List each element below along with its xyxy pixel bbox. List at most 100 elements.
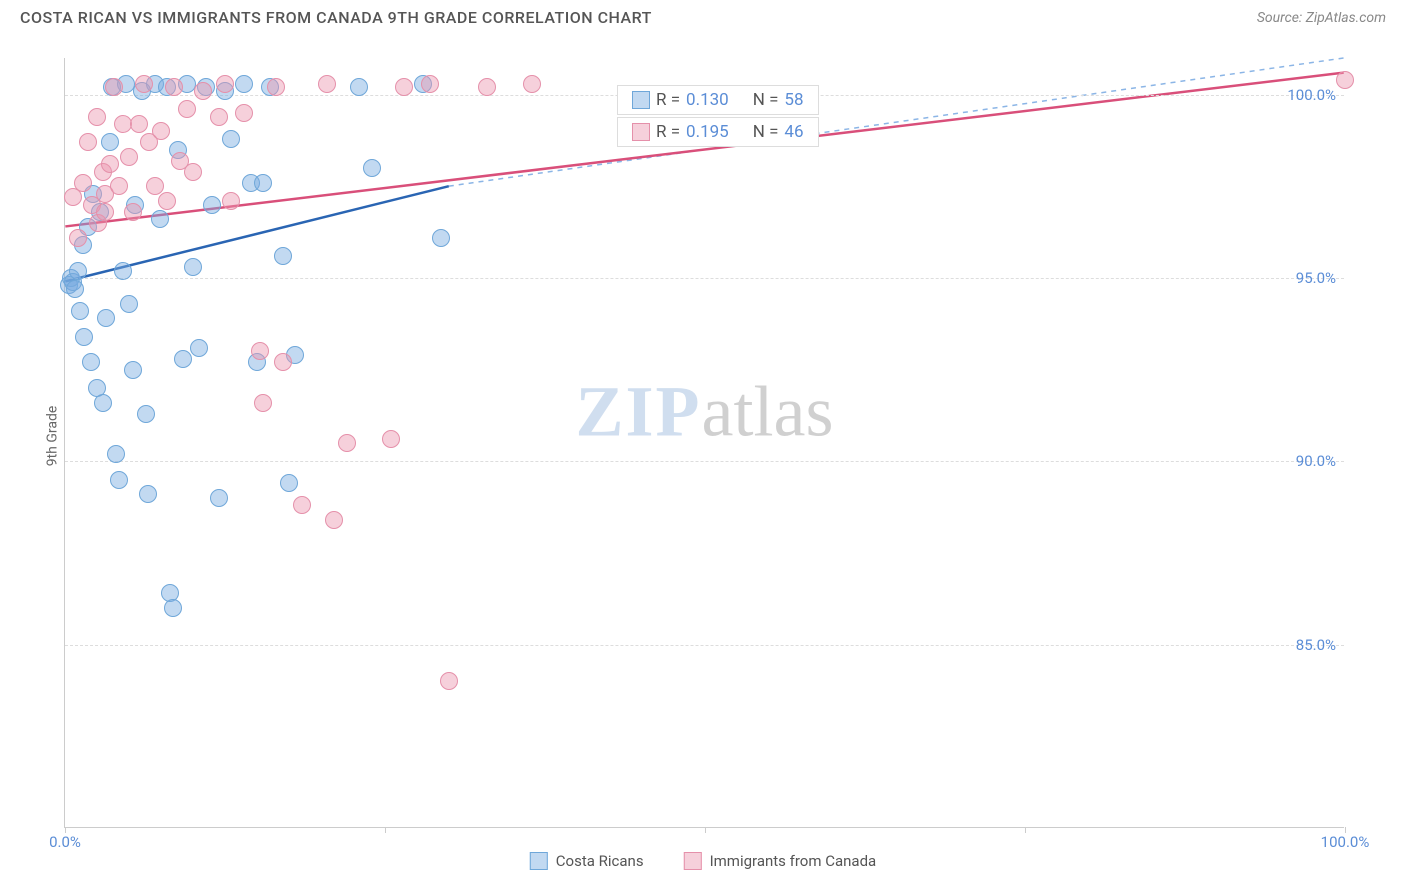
scatter-point <box>382 430 400 448</box>
y-tick-label: 100.0% <box>1287 86 1336 104</box>
legend-swatch-blue <box>530 852 548 870</box>
chart-title: COSTA RICAN VS IMMIGRANTS FROM CANADA 9T… <box>20 8 652 27</box>
legend-label: Costa Ricans <box>556 852 644 870</box>
bottom-legend: Costa Ricans Immigrants from Canada <box>530 852 876 870</box>
scatter-point <box>235 104 253 122</box>
y-axis-title: 9th Grade <box>44 406 60 467</box>
scatter-point <box>178 100 196 118</box>
scatter-point <box>194 82 212 100</box>
stat-r-label: R = <box>656 90 680 110</box>
scatter-point <box>79 133 97 151</box>
legend-label: Immigrants from Canada <box>710 852 877 870</box>
scatter-point <box>1336 71 1354 89</box>
gridline <box>65 278 1344 279</box>
x-tick-label: 100.0% <box>1321 833 1370 851</box>
scatter-point <box>105 78 123 96</box>
scatter-point <box>210 108 228 126</box>
x-tick-label: 0.0% <box>49 833 81 851</box>
scatter-point <box>71 302 89 320</box>
scatter-point <box>210 489 228 507</box>
scatter-point <box>280 474 298 492</box>
scatter-point <box>101 133 119 151</box>
trend-lines <box>65 58 1344 827</box>
scatter-point <box>165 78 183 96</box>
scatter-point <box>124 361 142 379</box>
scatter-point <box>137 405 155 423</box>
plot-area: ZIPatlas 85.0%90.0%95.0%100.0%0.0%100.0%… <box>64 58 1344 828</box>
scatter-point <box>395 78 413 96</box>
scatter-point <box>75 328 93 346</box>
scatter-point <box>254 174 272 192</box>
scatter-point <box>190 339 208 357</box>
scatter-point <box>274 247 292 265</box>
scatter-point <box>216 75 234 93</box>
stat-n-value: 46 <box>784 122 803 142</box>
scatter-point <box>440 672 458 690</box>
stat-box: R = 0.195N = 46 <box>617 117 819 147</box>
scatter-point <box>174 350 192 368</box>
scatter-point <box>114 262 132 280</box>
scatter-point <box>421 75 439 93</box>
scatter-point <box>97 309 115 327</box>
scatter-point <box>114 115 132 133</box>
scatter-point <box>107 445 125 463</box>
stat-r-value: 0.195 <box>686 122 729 142</box>
scatter-point <box>325 511 343 529</box>
scatter-point <box>130 115 148 133</box>
scatter-point <box>135 75 153 93</box>
scatter-point <box>88 108 106 126</box>
stat-box: R = 0.130N = 58 <box>617 85 819 115</box>
scatter-point <box>66 280 84 298</box>
y-tick-label: 85.0% <box>1296 636 1336 654</box>
y-tick-label: 90.0% <box>1296 452 1336 470</box>
scatter-point <box>184 163 202 181</box>
scatter-point <box>124 203 142 221</box>
chart-container: 9th Grade ZIPatlas 85.0%90.0%95.0%100.0%… <box>50 36 1386 836</box>
scatter-point <box>69 262 87 280</box>
scatter-point <box>139 485 157 503</box>
scatter-point <box>363 159 381 177</box>
scatter-point <box>203 196 221 214</box>
scatter-point <box>82 353 100 371</box>
x-tick-mark <box>385 827 386 833</box>
scatter-point <box>158 192 176 210</box>
gridline <box>65 461 1344 462</box>
scatter-point <box>164 599 182 617</box>
scatter-point <box>110 471 128 489</box>
legend-swatch-pink <box>684 852 702 870</box>
scatter-point <box>350 78 368 96</box>
chart-header: COSTA RICAN VS IMMIGRANTS FROM CANADA 9T… <box>0 0 1406 31</box>
stat-swatch <box>632 123 650 141</box>
scatter-point <box>152 122 170 140</box>
stat-r-value: 0.130 <box>686 90 729 110</box>
scatter-point <box>151 210 169 228</box>
scatter-point <box>338 434 356 452</box>
scatter-point <box>120 148 138 166</box>
chart-source: Source: ZipAtlas.com <box>1257 10 1386 26</box>
scatter-point <box>101 155 119 173</box>
scatter-point <box>146 177 164 195</box>
legend-item-canada: Immigrants from Canada <box>684 852 877 870</box>
scatter-point <box>74 174 92 192</box>
scatter-point <box>222 192 240 210</box>
scatter-point <box>69 229 87 247</box>
gridline <box>65 645 1344 646</box>
scatter-point <box>293 496 311 514</box>
stat-n-value: 58 <box>784 90 803 110</box>
scatter-point <box>110 177 128 195</box>
scatter-point <box>267 78 285 96</box>
scatter-point <box>235 75 253 93</box>
scatter-point <box>432 229 450 247</box>
scatter-point <box>478 78 496 96</box>
legend-item-costa-ricans: Costa Ricans <box>530 852 644 870</box>
scatter-point <box>523 75 541 93</box>
y-tick-label: 95.0% <box>1296 269 1336 287</box>
stat-swatch <box>632 91 650 109</box>
scatter-point <box>184 258 202 276</box>
stat-r-label: R = <box>656 122 680 142</box>
x-tick-mark <box>1025 827 1026 833</box>
scatter-point <box>274 353 292 371</box>
scatter-point <box>318 75 336 93</box>
scatter-point <box>96 203 114 221</box>
scatter-point <box>251 342 269 360</box>
